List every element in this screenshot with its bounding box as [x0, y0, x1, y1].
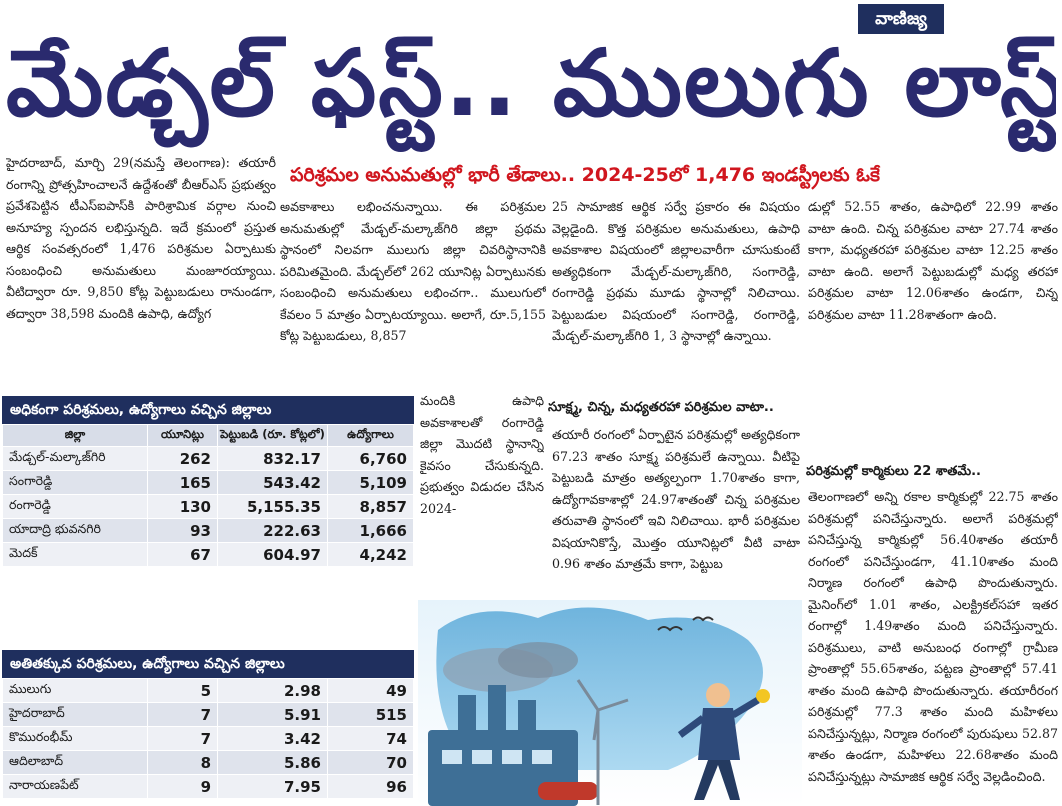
- table-row: మెదక్ 67 604.97 4,242: [2, 542, 414, 567]
- col-header-jobs: ఉద్యోగాలు: [327, 424, 414, 447]
- bird-shape: [657, 626, 683, 632]
- cell-investment: 5,155.35: [217, 494, 328, 519]
- article-column-2: అవకాశాలు లభించనున్నాయి. ఈ పరిశ్రమల అనుమత…: [280, 199, 546, 343]
- cell-units: 93: [147, 518, 218, 543]
- cell-units: 262: [147, 446, 218, 471]
- cell-jobs: 74: [327, 726, 414, 751]
- section-tag: వాణిజ్య: [858, 4, 944, 34]
- cell-investment: 5.91: [217, 702, 328, 727]
- cell-jobs: 6,760: [327, 446, 414, 471]
- cell-investment: 5.86: [217, 750, 328, 775]
- cell-jobs: 5,109: [327, 470, 414, 495]
- col-header-units: యూనిట్లు: [147, 424, 218, 447]
- cell-jobs: 4,242: [327, 542, 414, 567]
- col-header-investment: పెట్టుబడి (రూ. కోట్లలో): [217, 424, 328, 447]
- table-row: నారాయణపేట్ 9 7.95 96: [2, 774, 414, 799]
- cell-jobs: 515: [327, 702, 414, 727]
- cell-district: రంగారెడ్డి: [2, 494, 148, 519]
- businessman-figure: [677, 683, 770, 800]
- cell-investment: 7.95: [217, 774, 328, 799]
- cell-district: హైదరాబాద్: [2, 702, 148, 727]
- table-bottom-title: అతితక్కువ పరిశ్రమలు, ఉద్యోగాలు వచ్చిన జి…: [2, 650, 414, 678]
- cell-district: సంగారెడ్డి: [2, 470, 148, 495]
- cell-jobs: 70: [327, 750, 414, 775]
- cell-units: 5: [147, 678, 218, 703]
- cell-jobs: 1,666: [327, 518, 414, 543]
- cell-jobs: 96: [327, 774, 414, 799]
- table-row: సంగారెడ్డి 165 543.42 5,109: [2, 470, 414, 495]
- table-top-title: అధికంగా పరిశ్రమలు, ఉద్యోగాలు వచ్చిన జిల్…: [2, 396, 414, 424]
- table-row: యాదాద్రి భువనగిరి 93 222.63 1,666: [2, 518, 414, 543]
- table-row: మేడ్చల్-మల్కాజ్‌గిరి 262 832.17 6,760: [2, 446, 414, 471]
- table-top-districts: అధికంగా పరిశ్రమలు, ఉద్యోగాలు వచ్చిన జిల్…: [2, 396, 414, 567]
- cell-jobs: 49: [327, 678, 414, 703]
- cell-investment: 3.42: [217, 726, 328, 751]
- article-column-4-continued: తెలంగాణలో అన్ని రకాల కార్మికుల్లో 22.75 …: [808, 489, 1058, 784]
- cell-investment: 2.98: [217, 678, 328, 703]
- article-column-2-continued: మందికి ఉపాధి అవకాశాలతో రంగారెడ్డి జిల్లా…: [420, 393, 544, 516]
- industry-illustration: [418, 600, 802, 806]
- table-row: ఆదిలాబాద్ 8 5.86 70: [2, 750, 414, 775]
- column-3-subheading: సూక్ష్మ, చిన్న, మధ్యతరహా పరిశ్రమల వాటా..: [548, 400, 774, 415]
- cell-district: ఆదిలాబాద్: [2, 750, 148, 775]
- article-column-4: డుల్లో 52.55 శాతం, ఉపాధిలో 22.99 శాతం వా…: [808, 199, 1058, 322]
- cell-units: 7: [147, 726, 218, 751]
- cell-units: 130: [147, 494, 218, 519]
- cell-units: 67: [147, 542, 218, 567]
- table-bottom-districts: అతితక్కువ పరిశ్రమలు, ఉద్యోగాలు వచ్చిన జి…: [2, 650, 414, 799]
- table-row: కొమురంభీమ్ 7 3.42 74: [2, 726, 414, 751]
- cell-units: 8: [147, 750, 218, 775]
- car-shape: [538, 782, 598, 800]
- wind-turbine: [576, 679, 629, 805]
- cell-district: మేడ్చల్-మల్కాజ్‌గిరి: [2, 446, 148, 471]
- article-column-1: హైదరాబాద్, మార్చి 29(నమస్తే తెలంగాణ): తయ…: [6, 155, 276, 321]
- headline: మేడ్చల్ ఫస్ట్.. ములుగు లాస్ట్: [6, 30, 1056, 137]
- subheadline: పరిశ్రమల అనుమతుల్లో భారీ తేడాలు.. 2024-2…: [290, 164, 880, 186]
- industry-illustration-svg: [418, 600, 802, 806]
- cell-units: 7: [147, 702, 218, 727]
- cell-units: 165: [147, 470, 218, 495]
- cell-investment: 222.63: [217, 518, 328, 543]
- cell-jobs: 8,857: [327, 494, 414, 519]
- cell-district: మెదక్: [2, 542, 148, 567]
- cell-district: ములుగు: [2, 678, 148, 703]
- cell-district: కొమురంభీమ్: [2, 726, 148, 751]
- cell-district: నారాయణపేట్: [2, 774, 148, 799]
- col-header-district: జిల్లా: [2, 424, 148, 447]
- article-column-3-continued: తయారీ రంగంలో ఏర్పాటైన పరిశ్రమల్లో అత్యధి…: [552, 427, 800, 571]
- table-row: రంగారెడ్డి 130 5,155.35 8,857: [2, 494, 414, 519]
- cell-investment: 832.17: [217, 446, 328, 471]
- cell-investment: 604.97: [217, 542, 328, 567]
- article-column-3: 25 సామాజిక ఆర్థిక సర్వే ప్రకారం ఈ విషయం …: [552, 199, 800, 343]
- cell-investment: 543.42: [217, 470, 328, 495]
- column-4-subheading: పరిశ్రమల్లో కార్మికులు 22 శాతమే..: [806, 464, 981, 479]
- cell-units: 9: [147, 774, 218, 799]
- cell-district: యాదాద్రి భువనగిరి: [2, 518, 148, 543]
- table-row: హైదరాబాద్ 7 5.91 515: [2, 702, 414, 727]
- table-row: ములుగు 5 2.98 49: [2, 678, 414, 703]
